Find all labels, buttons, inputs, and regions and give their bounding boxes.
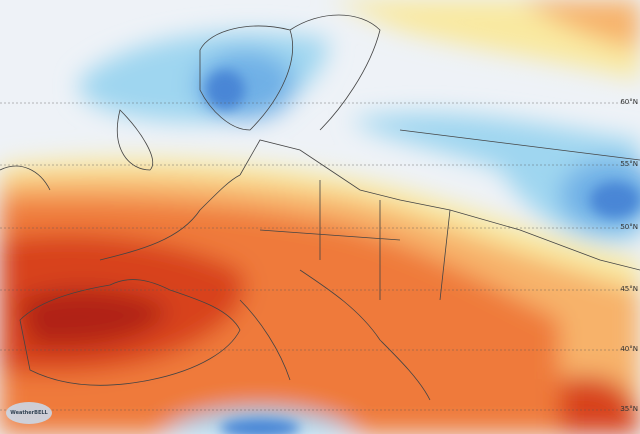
latitude-label-40: 40°N xyxy=(620,345,638,353)
latitude-label-50: 50°N xyxy=(620,223,638,231)
latitude-label-60: 60°N xyxy=(620,98,638,106)
watermark-logo: WeatherBELL xyxy=(6,402,52,424)
latitude-label-55: 55°N xyxy=(620,160,638,168)
graticule xyxy=(0,102,640,411)
country-borders xyxy=(0,14,640,401)
latitude-label-35: 35°N xyxy=(620,405,638,413)
latitude-label-45: 45°N xyxy=(620,285,638,293)
